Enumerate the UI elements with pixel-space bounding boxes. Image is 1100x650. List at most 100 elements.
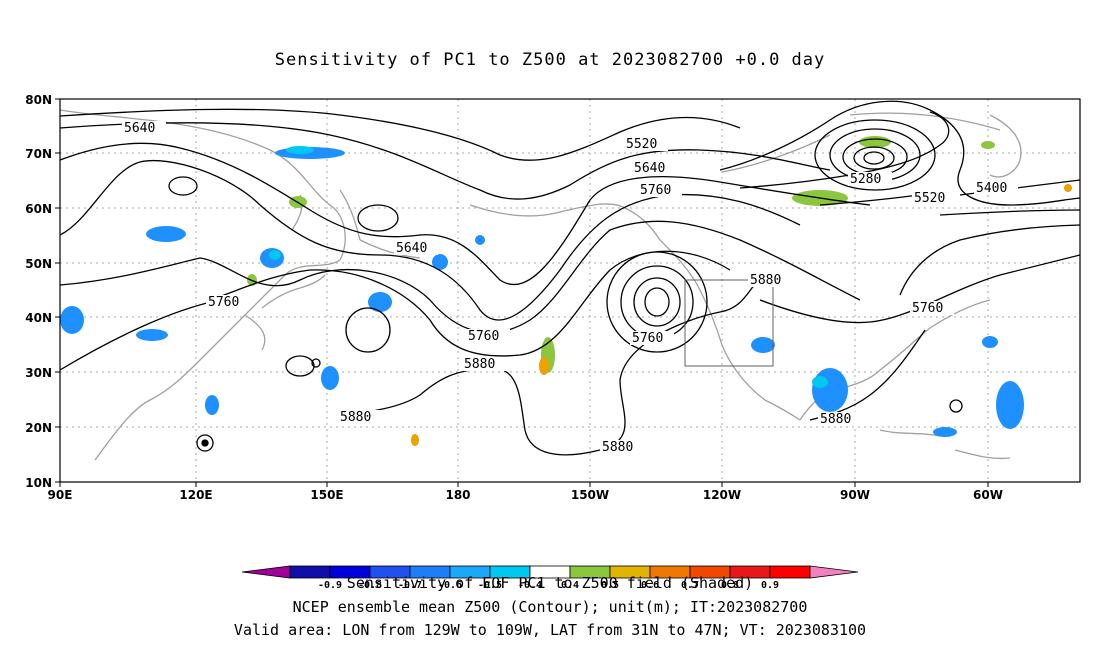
contour-cutoff-low	[633, 277, 681, 327]
contour-ring	[949, 399, 963, 413]
lat-tick-label: 80N	[25, 93, 52, 107]
contour-ring	[311, 358, 321, 368]
colorbar-tick-label: 0.6	[641, 580, 659, 591]
lon-tick-label: 180	[445, 488, 470, 502]
colorbar-tick-label: 0.8	[721, 580, 739, 591]
lon-tick-label: 120W	[703, 488, 741, 502]
contour-low-ring	[853, 146, 895, 170]
colorbar-tick-label: -0.5	[478, 580, 502, 591]
contour-label: 5640	[124, 121, 155, 136]
contour-cutoff-low	[606, 251, 708, 353]
contour-label: 5640	[634, 161, 665, 176]
plot-frame	[59, 98, 1081, 483]
lon-tick-labels: 90E 120E 150E 180 150W 120W 90W 60W	[48, 488, 1003, 502]
contour-label: 5520	[914, 191, 945, 206]
contour-label: 5640	[396, 241, 427, 256]
contour-ring	[345, 307, 391, 353]
contour-label: 5760	[468, 329, 499, 344]
contour-line	[209, 250, 731, 357]
contour-label: 5880	[602, 440, 633, 455]
colorbar-tick-label: 0.9	[761, 580, 779, 591]
shade-patch-blue	[996, 381, 1024, 429]
colorbar-tick-label: -0.8	[358, 580, 382, 591]
contour-label: 5880	[340, 410, 371, 425]
colorbar-tick-label: -0.9	[318, 580, 342, 591]
caption-contour: NCEP ensemble mean Z500 (Contour); unit(…	[292, 598, 808, 616]
colorbar-tick-label: 0.4	[561, 580, 579, 591]
contour-label: 5760	[208, 295, 239, 310]
contour-low-ring	[814, 119, 936, 191]
coast-kamchatka	[339, 189, 421, 259]
lat-tick-label: 20N	[25, 421, 52, 435]
contour-label: 5760	[912, 301, 943, 316]
lon-tick-label: 150W	[571, 488, 609, 502]
colorbar-tick-label: -0.7	[398, 580, 422, 591]
contour-label: 5880	[820, 412, 851, 427]
contour-label: 5520	[626, 137, 657, 152]
shaded-sensitivity	[60, 136, 1072, 446]
coast-greenland	[989, 114, 1022, 178]
shade-patch-cyan	[269, 250, 281, 260]
colorbar-tick-label: -0.4	[518, 580, 542, 591]
shade-patch-green	[981, 141, 995, 149]
contour-label: 5400	[976, 181, 1007, 196]
shade-patch-blue	[321, 366, 339, 390]
lat-tick-label: 30N	[25, 366, 52, 380]
caption-shading: Sensitivity of EOF PC1 to Z500 field (Sh…	[346, 574, 754, 592]
colorbar-right-arrow	[809, 565, 859, 579]
contour-line	[739, 111, 1080, 196]
contour-ring	[196, 434, 214, 452]
lat-tick-label: 50N	[25, 257, 52, 271]
shade-patch-orange	[539, 357, 549, 375]
contour-line	[60, 108, 741, 161]
shade-patch-cyan	[812, 376, 828, 388]
shade-patch-blue	[205, 395, 219, 415]
colorbar-tick-label: 0.5	[601, 580, 619, 591]
contour-label: 5880	[750, 273, 781, 288]
tick-marks	[55, 98, 989, 487]
lon-tick-label: 60W	[973, 488, 1003, 502]
shade-patch-blue	[368, 292, 392, 312]
valid-area-box	[684, 279, 774, 367]
shade-patch-blue	[146, 226, 186, 242]
caption-valid-area: Valid area: LON from 129W to 109W, LAT f…	[233, 621, 867, 639]
plot-area	[60, 99, 1080, 482]
lat-tick-label: 40N	[25, 311, 52, 325]
lat-tick-label: 70N	[25, 147, 52, 161]
shade-patch-blue	[432, 254, 448, 270]
contour-low-ring	[863, 151, 885, 165]
lat-tick-label: 10N	[25, 476, 52, 490]
contour-label: 5760	[640, 183, 671, 198]
shade-patch-orange	[1064, 184, 1072, 192]
contour-ring	[168, 176, 198, 196]
contour-labels: 5640 5640 5760 5520 5640 5760 5280 5400 …	[122, 121, 1018, 455]
shade-patch-blue	[136, 329, 168, 341]
colorbar-tick-label: -0.6	[438, 580, 462, 591]
lon-tick-label: 90E	[48, 488, 73, 502]
shade-patch-blue	[751, 337, 775, 353]
shade-patch-orange	[411, 434, 419, 446]
shade-patch-blue	[475, 235, 485, 245]
closed-contours	[168, 119, 963, 452]
contour-line	[899, 224, 1080, 296]
contour-cutoff-low	[644, 287, 670, 317]
colorbar: -0.9 -0.8 -0.7 -0.6 -0.5 -0.4 0.4 0.5 0.6 0.7 0.8 0…	[241, 565, 859, 591]
contour-line	[719, 100, 1080, 206]
lon-tick-label: 90W	[840, 488, 870, 502]
contour-line	[60, 142, 871, 286]
shade-patch-blue	[982, 336, 998, 348]
map-title: Sensitivity of PC1 to Z500 at 2023082700…	[274, 50, 826, 70]
lat-tick-labels: 80N 70N 60N 50N 40N 30N 20N 10N	[25, 93, 52, 490]
contour-line	[60, 122, 831, 200]
coast-caribbean	[879, 429, 1011, 460]
lon-tick-label: 120E	[179, 488, 212, 502]
colorbar-tick-label: 0.7	[681, 580, 699, 591]
contour-ring	[357, 204, 399, 232]
contour-ring	[201, 439, 209, 447]
coast-alaska	[469, 203, 661, 241]
shade-patch-blue	[812, 368, 848, 412]
shade-patch-cyan	[286, 146, 314, 154]
shade-patch-blue	[933, 427, 957, 437]
lon-tick-label: 150E	[310, 488, 343, 502]
